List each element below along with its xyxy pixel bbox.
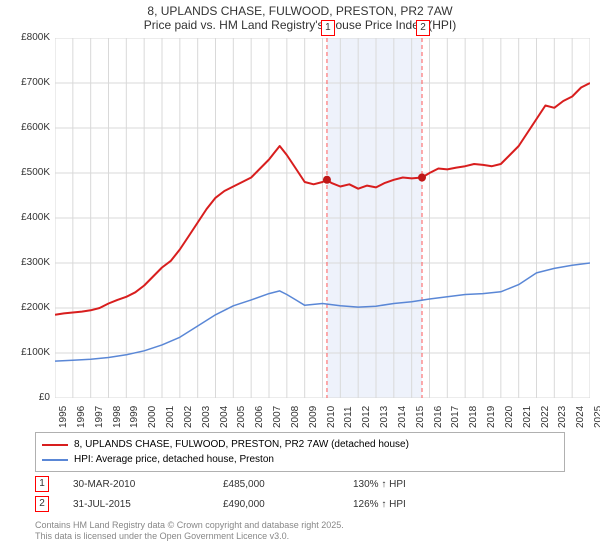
x-axis-tick: 2010 bbox=[326, 406, 337, 428]
legend-swatch-hpi bbox=[42, 459, 68, 461]
x-axis-tick: 1996 bbox=[76, 406, 87, 428]
sale-price: £490,000 bbox=[223, 499, 353, 510]
sale-pct: 130% ↑ HPI bbox=[353, 479, 406, 490]
y-axis-tick: £300K bbox=[0, 257, 50, 268]
title-address: 8, UPLANDS CHASE, FULWOOD, PRESTON, PR2 … bbox=[0, 4, 600, 18]
sale-date: 31-JUL-2015 bbox=[73, 499, 223, 510]
y-axis-tick: £800K bbox=[0, 32, 50, 43]
x-axis-tick: 1998 bbox=[112, 406, 123, 428]
title-block: 8, UPLANDS CHASE, FULWOOD, PRESTON, PR2 … bbox=[0, 0, 600, 33]
attribution-line2: This data is licensed under the Open Gov… bbox=[35, 531, 344, 542]
x-axis-tick: 2013 bbox=[379, 406, 390, 428]
legend-label-hpi: HPI: Average price, detached house, Pres… bbox=[74, 452, 274, 467]
chart-area: £0£100K£200K£300K£400K£500K£600K£700K£80… bbox=[55, 38, 590, 398]
title-subtitle: Price paid vs. HM Land Registry's House … bbox=[0, 18, 600, 32]
x-axis-tick: 2022 bbox=[540, 406, 551, 428]
y-axis-tick: £400K bbox=[0, 212, 50, 223]
x-axis-tick: 2021 bbox=[522, 406, 533, 428]
legend-swatch-property bbox=[42, 444, 68, 446]
x-axis-tick: 2004 bbox=[219, 406, 230, 428]
x-axis-tick: 2003 bbox=[201, 406, 212, 428]
chart-container: 8, UPLANDS CHASE, FULWOOD, PRESTON, PR2 … bbox=[0, 0, 600, 560]
x-axis-tick: 2000 bbox=[147, 406, 158, 428]
x-axis-tick: 2019 bbox=[486, 406, 497, 428]
x-axis-tick: 2002 bbox=[183, 406, 194, 428]
x-axis-tick: 2005 bbox=[236, 406, 247, 428]
sales-row: 2 31-JUL-2015 £490,000 126% ↑ HPI bbox=[35, 494, 406, 514]
y-axis-tick: £500K bbox=[0, 167, 50, 178]
y-axis-tick: £200K bbox=[0, 302, 50, 313]
sale-flag-1: 1 bbox=[35, 476, 49, 492]
legend-box: 8, UPLANDS CHASE, FULWOOD, PRESTON, PR2 … bbox=[35, 432, 565, 472]
sale-price: £485,000 bbox=[223, 479, 353, 490]
x-axis-tick: 2009 bbox=[308, 406, 319, 428]
sale-date: 30-MAR-2010 bbox=[73, 479, 223, 490]
x-axis-tick: 1999 bbox=[129, 406, 140, 428]
x-axis-tick: 1995 bbox=[58, 406, 69, 428]
x-axis-tick: 2007 bbox=[272, 406, 283, 428]
attribution: Contains HM Land Registry data © Crown c… bbox=[35, 520, 344, 543]
x-axis-tick: 2012 bbox=[361, 406, 372, 428]
x-axis-tick: 2017 bbox=[450, 406, 461, 428]
x-axis-tick: 2014 bbox=[397, 406, 408, 428]
legend-item-hpi: HPI: Average price, detached house, Pres… bbox=[42, 452, 558, 467]
sales-row: 1 30-MAR-2010 £485,000 130% ↑ HPI bbox=[35, 474, 406, 494]
x-axis-tick: 2015 bbox=[415, 406, 426, 428]
y-axis-tick: £0 bbox=[0, 392, 50, 403]
sales-table: 1 30-MAR-2010 £485,000 130% ↑ HPI 2 31-J… bbox=[35, 474, 406, 514]
x-axis-tick: 2008 bbox=[290, 406, 301, 428]
x-axis-tick: 2023 bbox=[557, 406, 568, 428]
x-axis-tick: 2025 bbox=[593, 406, 600, 428]
attribution-line1: Contains HM Land Registry data © Crown c… bbox=[35, 520, 344, 531]
legend-item-property: 8, UPLANDS CHASE, FULWOOD, PRESTON, PR2 … bbox=[42, 437, 558, 452]
x-axis-tick: 1997 bbox=[94, 406, 105, 428]
x-axis-tick: 2020 bbox=[504, 406, 515, 428]
x-axis-tick: 2024 bbox=[575, 406, 586, 428]
legend-label-property: 8, UPLANDS CHASE, FULWOOD, PRESTON, PR2 … bbox=[74, 437, 409, 452]
sale-flag-2: 2 bbox=[35, 496, 49, 512]
x-axis-tick: 2001 bbox=[165, 406, 176, 428]
y-axis-tick: £700K bbox=[0, 77, 50, 88]
chart-marker-flag: 2 bbox=[416, 20, 430, 36]
x-axis-tick: 2011 bbox=[343, 406, 354, 428]
x-axis-tick: 2016 bbox=[433, 406, 444, 428]
chart-marker-flag: 1 bbox=[321, 20, 335, 36]
chart-svg bbox=[55, 38, 590, 398]
y-axis-tick: £100K bbox=[0, 347, 50, 358]
x-axis-tick: 2018 bbox=[468, 406, 479, 428]
x-axis-tick: 2006 bbox=[254, 406, 265, 428]
sale-pct: 126% ↑ HPI bbox=[353, 499, 406, 510]
y-axis-tick: £600K bbox=[0, 122, 50, 133]
